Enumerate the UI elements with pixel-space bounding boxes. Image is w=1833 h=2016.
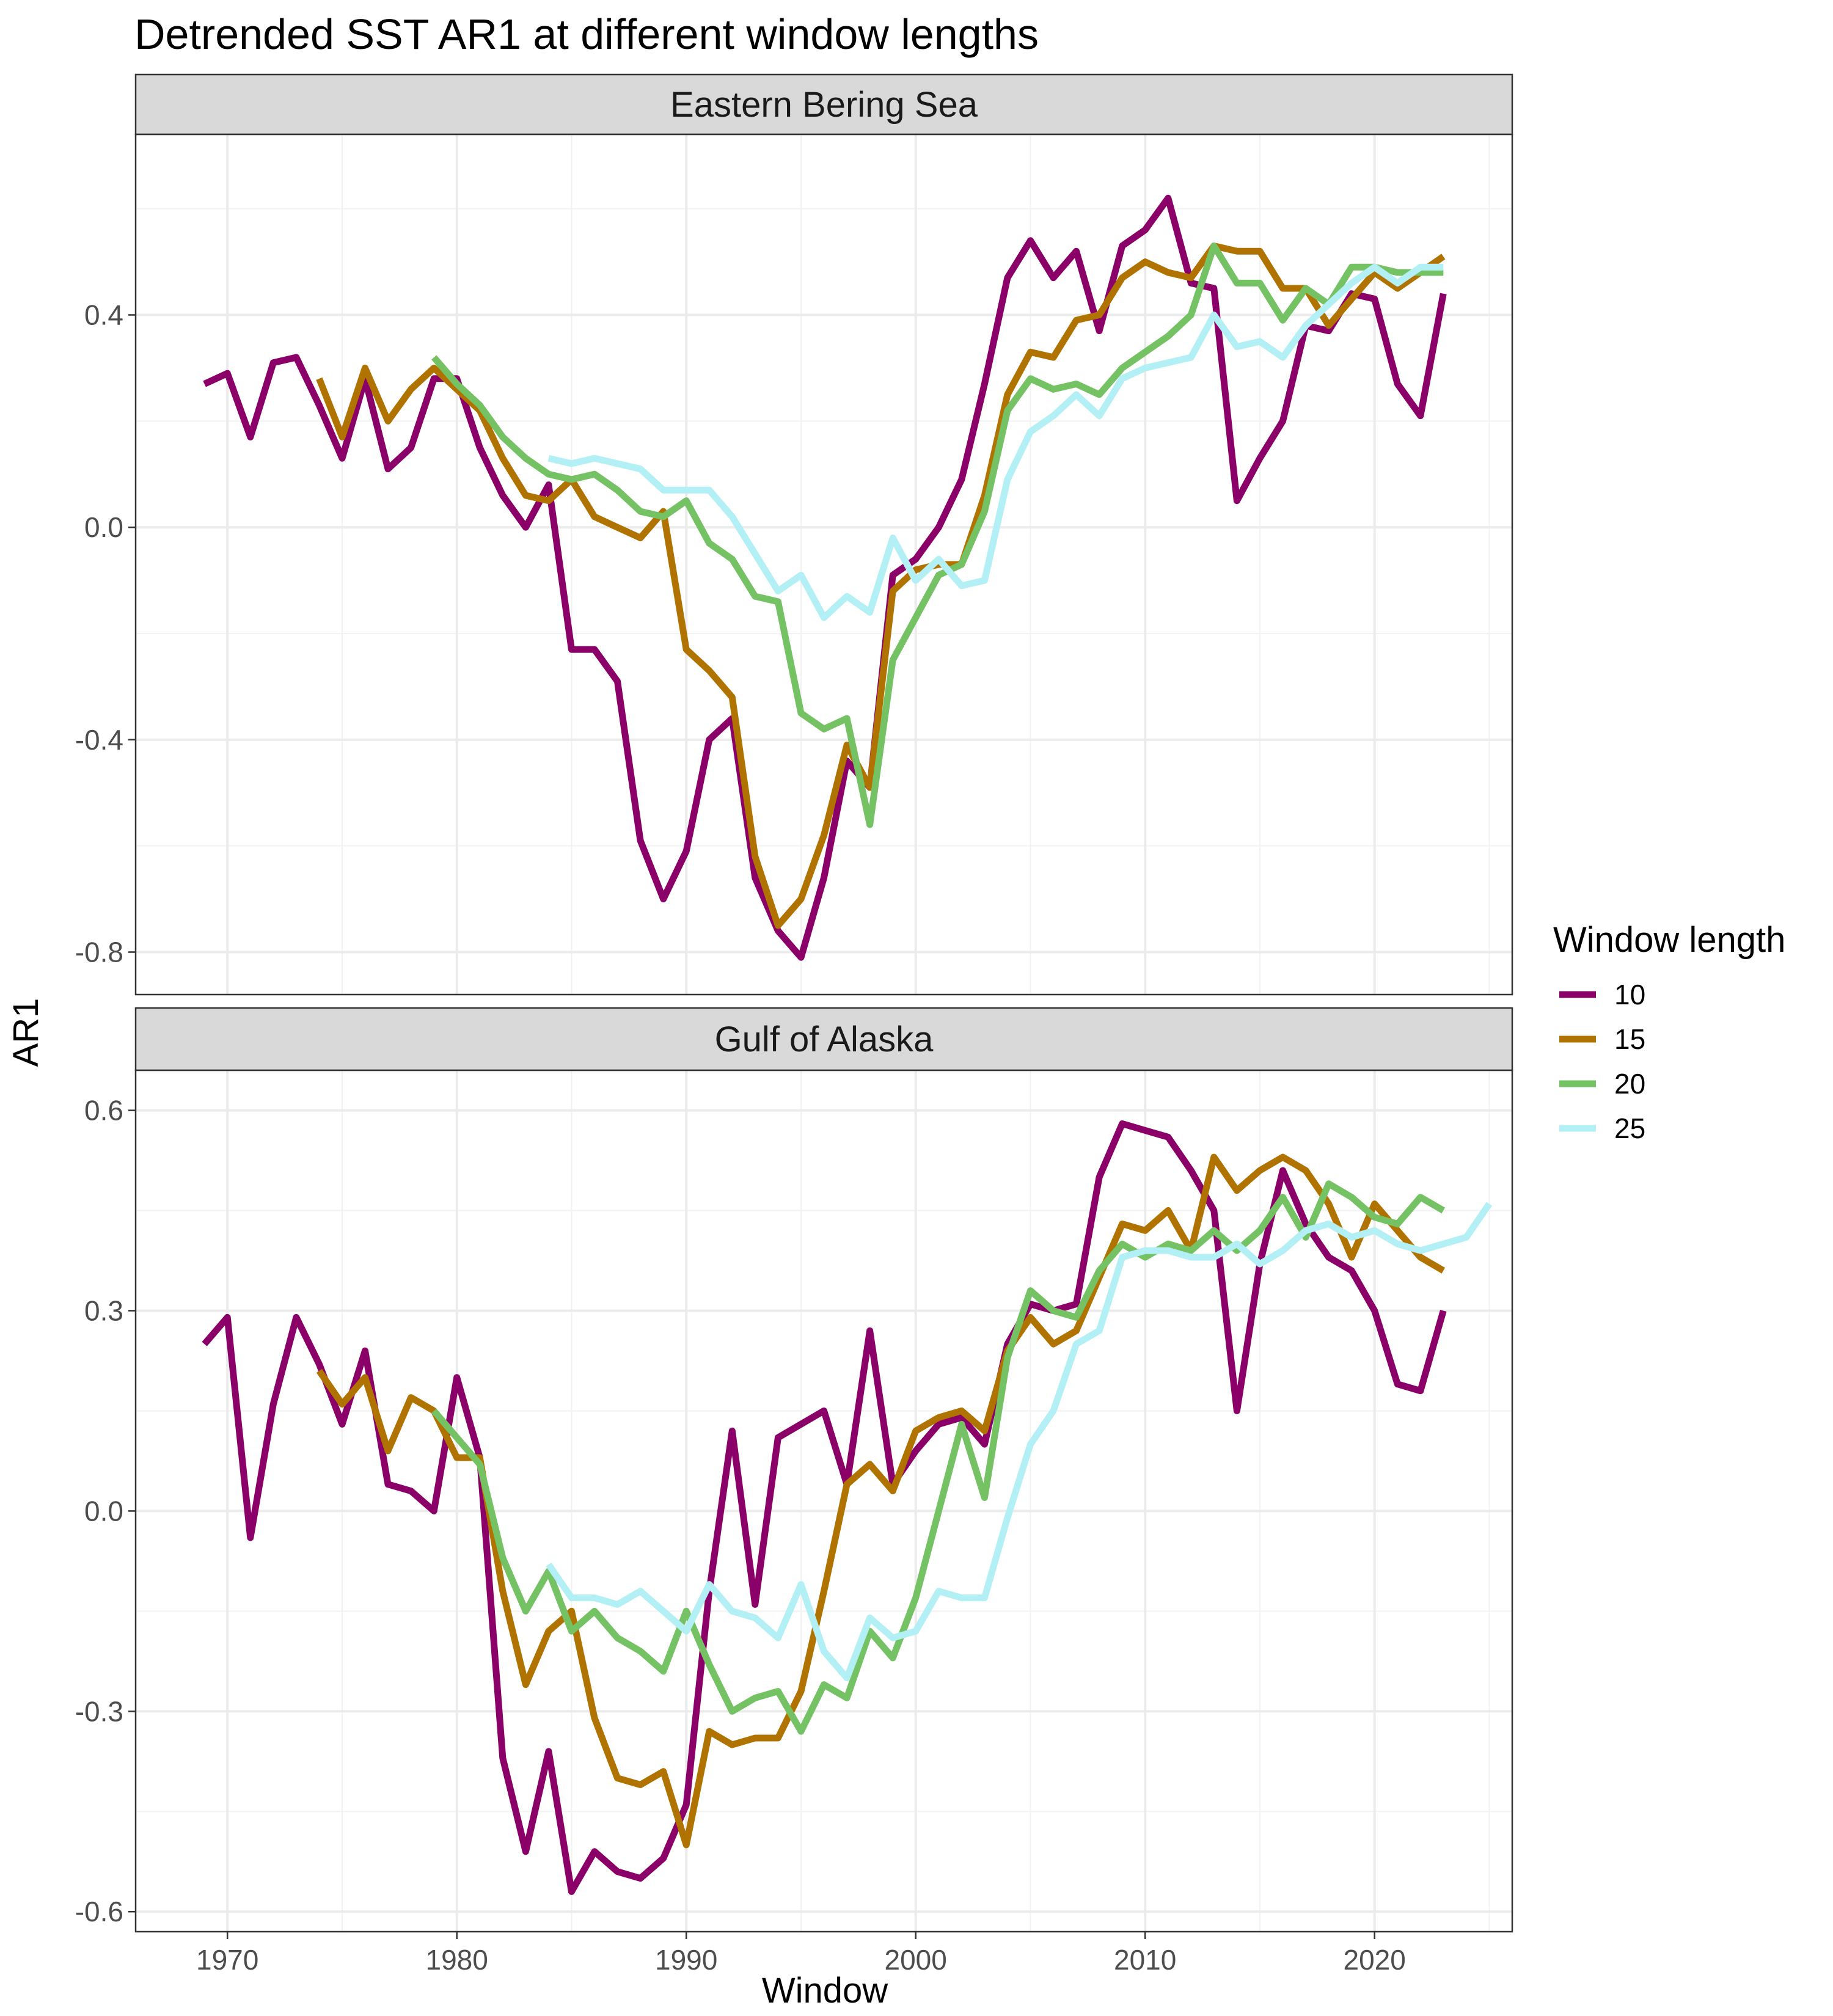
y-tick-label: 0.3 — [84, 1295, 123, 1326]
series-line-10 — [203, 194, 1447, 961]
y-tick-label: 0.0 — [84, 511, 123, 543]
legend-title: Window length — [1553, 920, 1785, 960]
panel-border — [134, 133, 1513, 996]
legend-label: 20 — [1614, 1068, 1645, 1100]
y-tick-label: 0.6 — [84, 1095, 123, 1127]
y-axis-title: AR1 — [6, 998, 46, 1067]
legend-item: 25 — [1559, 1112, 1645, 1144]
legend-item: 15 — [1559, 1023, 1645, 1055]
facet-strip — [134, 73, 1513, 136]
x-tick-label: 2010 — [1114, 1944, 1176, 1976]
panels: Eastern Bering Sea -0.8 -0.4 0.0 0.4 Gulf of … — [75, 73, 1513, 1933]
x-tick-label: 1970 — [196, 1944, 258, 1976]
y-tick-label: -0.3 — [75, 1695, 123, 1727]
plot-background — [136, 1070, 1512, 1932]
legend-label: 10 — [1614, 979, 1645, 1010]
y-tick-label: -0.4 — [75, 724, 123, 756]
series-line-20 — [431, 1180, 1446, 1735]
plot-background — [136, 134, 1512, 995]
legend-item: 20 — [1559, 1068, 1645, 1100]
series-line-25 — [546, 1202, 1492, 1682]
panel-border — [134, 1069, 1513, 1933]
legend-items: 10 15 20 25 — [1559, 979, 1645, 1144]
series-line-10 — [202, 1120, 1447, 1895]
legend-label: 25 — [1614, 1112, 1645, 1144]
y-tick-label: 0.4 — [84, 299, 123, 331]
series-line-15 — [316, 243, 1446, 929]
x-axis: 1970 1980 1990 2000 2010 2020 — [196, 1932, 1406, 1976]
y-tick-label: -0.8 — [75, 936, 123, 968]
panel-1: Gulf of Alaska -0.6 -0.3 0.0 0.3 0.6 — [75, 1007, 1513, 1933]
legend-label: 15 — [1614, 1023, 1645, 1055]
series-line-20 — [431, 243, 1444, 828]
series-line-25 — [547, 263, 1444, 621]
legend-item: 10 — [1559, 979, 1645, 1010]
y-tick-label: -0.6 — [75, 1896, 123, 1927]
chart-title: Detrended SST AR1 at different window le… — [134, 10, 1039, 58]
x-tick-label: 2000 — [885, 1944, 947, 1976]
x-axis-title: Window — [762, 1971, 888, 2011]
panel-0: Eastern Bering Sea -0.8 -0.4 0.0 0.4 — [75, 73, 1513, 996]
legend: Window length 10 15 20 25 — [1553, 920, 1785, 1144]
x-tick-label: 1980 — [426, 1944, 488, 1976]
facet-strip-label: Eastern Bering Sea — [670, 85, 978, 125]
series-line-15 — [316, 1153, 1446, 1849]
x-tick-label: 2020 — [1344, 1944, 1406, 1976]
x-tick-label: 1990 — [655, 1944, 717, 1976]
facet-strip-label: Gulf of Alaska — [715, 1020, 934, 1059]
y-tick-label: 0.0 — [84, 1495, 123, 1527]
